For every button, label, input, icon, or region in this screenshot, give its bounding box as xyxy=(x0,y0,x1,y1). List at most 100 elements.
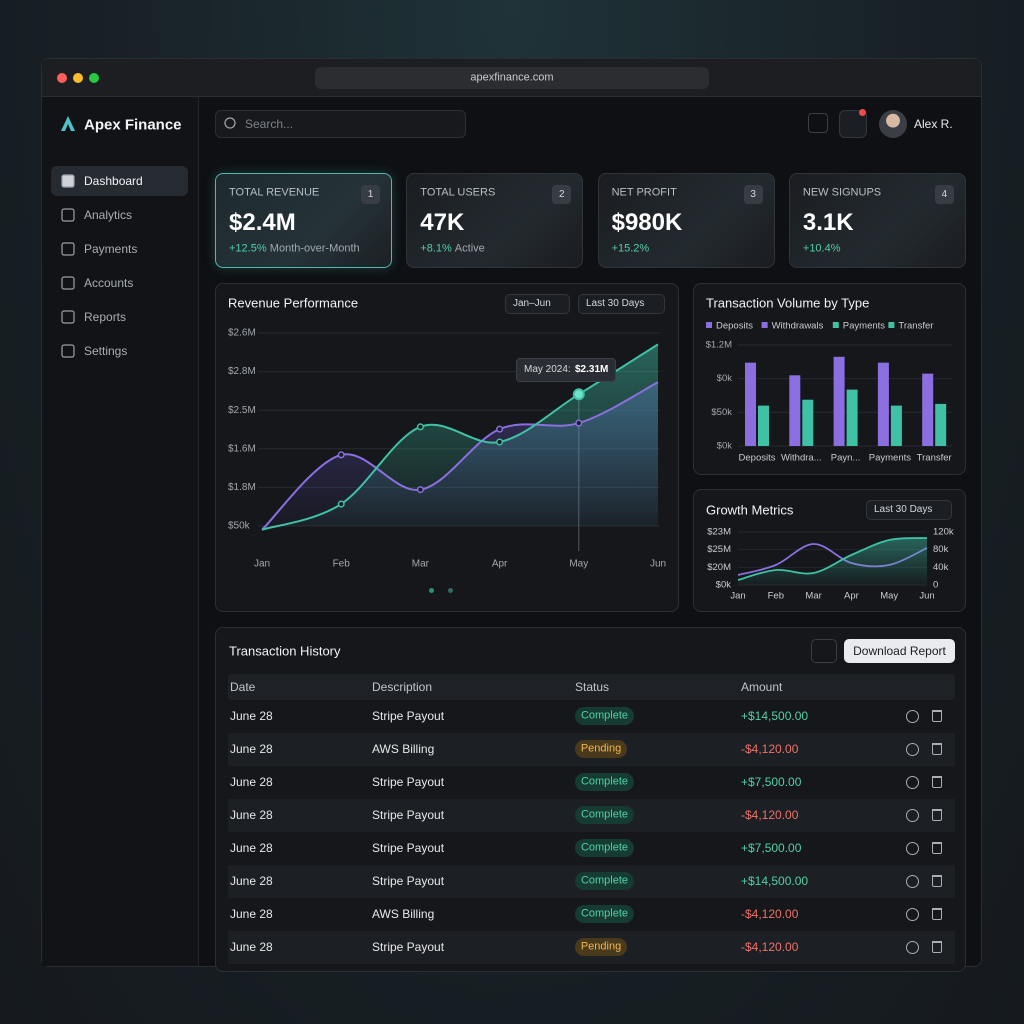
column-header[interactable]: Date xyxy=(230,680,256,694)
kpi-label: TOTAL REVENUE xyxy=(229,186,320,199)
status-label: Pending xyxy=(580,742,622,755)
kpi-badge-text: 2 xyxy=(559,189,565,200)
status-label: Complete xyxy=(580,775,629,788)
info-icon[interactable] xyxy=(906,710,919,723)
cell-date: June 28 xyxy=(230,709,273,723)
cell-amount: +$14,500.00 xyxy=(741,709,809,723)
kpi-note: Active xyxy=(454,242,485,255)
cell-date: June 28 xyxy=(230,742,273,756)
table-panel: Transaction History Download Report Date De… xyxy=(215,627,966,972)
window-control[interactable] xyxy=(89,73,99,83)
sidebar xyxy=(42,97,199,966)
cell-amount: -$4,120.00 xyxy=(741,940,799,954)
kpi-badge: 1 xyxy=(361,185,380,204)
kpi-badge: 4 xyxy=(934,185,954,204)
cell-description: Stripe Payout xyxy=(372,940,445,954)
cell-amount: +$14,500.00 xyxy=(741,874,809,888)
nav-item[interactable]: Analytics xyxy=(84,208,133,222)
cell-amount: -$4,120.00 xyxy=(741,808,799,822)
filter-dropdown[interactable] xyxy=(866,500,952,520)
tooltip-label: May 2024: xyxy=(524,364,571,375)
filter-label[interactable]: Jan–Jun xyxy=(513,298,551,309)
delete-icon[interactable] xyxy=(932,710,942,722)
nav-item[interactable]: Payments xyxy=(84,242,138,256)
nav-item[interactable]: Dashboard xyxy=(84,174,143,188)
filter-dropdown[interactable] xyxy=(505,294,570,314)
status-badge: Complete xyxy=(575,773,634,791)
delete-icon[interactable] xyxy=(932,809,942,821)
search-placeholder: Search... xyxy=(245,117,294,131)
cell-description: Stripe Payout xyxy=(372,709,445,723)
info-icon[interactable] xyxy=(906,908,919,921)
delete-icon[interactable] xyxy=(932,941,942,953)
kpi-change: +12.5% xyxy=(229,242,267,255)
status-badge: Complete xyxy=(575,707,634,725)
delete-icon[interactable] xyxy=(932,842,942,854)
kpi-label: NET PROFIT xyxy=(611,186,677,199)
window-control[interactable] xyxy=(57,73,67,83)
nav-item[interactable]: Reports xyxy=(84,310,127,324)
filter-label[interactable]: Last 30 Days xyxy=(874,504,933,515)
tooltip-value: $2.31M xyxy=(575,364,609,375)
download-icon-button[interactable] xyxy=(811,639,837,663)
url: apexfinance.com xyxy=(470,71,554,84)
kpi-label: NEW SIGNUPS xyxy=(802,186,882,199)
info-icon[interactable] xyxy=(906,842,919,855)
kpi-card: NET PROFIT 3 $980K +15.2% xyxy=(597,173,775,268)
status-badge: Pending xyxy=(575,938,627,956)
download-button[interactable]: Download Report xyxy=(844,639,955,663)
status-badge: Complete xyxy=(575,872,634,890)
kpi-badge: 2 xyxy=(552,185,572,204)
status-label: Complete xyxy=(580,874,629,887)
info-icon[interactable] xyxy=(906,941,919,954)
filter-label[interactable]: Last 30 Days xyxy=(586,298,645,309)
status-badge: Complete xyxy=(575,806,634,824)
brand-name: Apex Finance xyxy=(84,116,182,134)
cell-description: Stripe Payout xyxy=(372,808,445,822)
nav-item[interactable]: Settings xyxy=(84,344,128,358)
kpi-value: $980K xyxy=(611,209,683,236)
kpi-card: NEW SIGNUPS 4 3.1K +10.4% xyxy=(788,173,966,268)
cell-date: June 28 xyxy=(230,907,273,921)
status-label: Complete xyxy=(580,808,629,821)
page-dot xyxy=(429,588,434,593)
notification-dot xyxy=(859,109,866,116)
url-bar[interactable] xyxy=(315,67,709,89)
delete-icon[interactable] xyxy=(932,875,942,887)
kpi-value: 3.1K xyxy=(802,209,854,236)
window-control[interactable] xyxy=(73,73,83,83)
kpi-label: TOTAL USERS xyxy=(420,186,496,199)
info-icon[interactable] xyxy=(906,809,919,822)
delete-icon[interactable] xyxy=(932,776,942,788)
status-label: Complete xyxy=(580,709,629,722)
status-label: Complete xyxy=(580,841,629,854)
delete-icon[interactable] xyxy=(932,908,942,920)
table-header xyxy=(228,674,955,700)
panel-title: Transaction Volume by Type xyxy=(706,295,870,311)
page-dot xyxy=(448,588,453,593)
nav-item[interactable]: Accounts xyxy=(84,276,134,290)
info-icon[interactable] xyxy=(906,776,919,789)
status-badge: Complete xyxy=(575,905,634,923)
cell-amount: -$4,120.00 xyxy=(741,742,799,756)
revenue-panel xyxy=(215,283,679,612)
cell-description: Stripe Payout xyxy=(372,874,445,888)
cell-amount: +$7,500.00 xyxy=(741,775,802,789)
info-icon[interactable] xyxy=(906,743,919,756)
filter-dropdown[interactable] xyxy=(578,294,665,314)
user-name[interactable]: Alex R. xyxy=(914,117,953,131)
search-box[interactable] xyxy=(215,110,466,138)
cell-date: June 28 xyxy=(230,808,273,822)
avatar[interactable] xyxy=(879,110,907,138)
kpi-change: +15.2% xyxy=(611,242,650,255)
mail-button[interactable] xyxy=(808,113,828,133)
cell-description: AWS Billing xyxy=(372,907,435,921)
status-label: Complete xyxy=(580,907,629,920)
kpi-card: TOTAL REVENUE 1 $2.4M +12.5% Month-over-Mont… xyxy=(215,173,392,268)
delete-icon[interactable] xyxy=(932,743,942,755)
cell-description: AWS Billing xyxy=(372,742,435,756)
info-icon[interactable] xyxy=(906,875,919,888)
panel-title: Growth Metrics xyxy=(706,502,794,518)
download-button-label[interactable]: Download Report xyxy=(853,644,946,658)
